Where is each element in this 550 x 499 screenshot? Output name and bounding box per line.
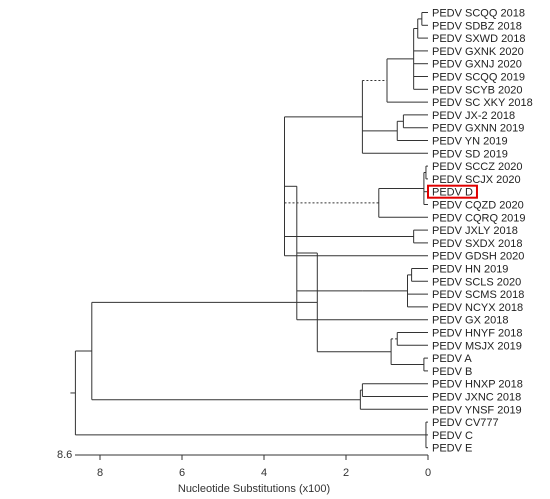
leaf-label: PEDV SCQQ 2018 bbox=[432, 8, 525, 20]
axis-tick-label: 2 bbox=[343, 467, 349, 479]
leaf-label: PEDV SCQQ 2019 bbox=[432, 72, 525, 84]
leaf-label: PEDV A bbox=[432, 353, 472, 365]
leaf-label: PEDV HNYF 2018 bbox=[432, 328, 522, 340]
axis-ticks: 8 6 4 2 0 bbox=[97, 455, 431, 479]
leaf-label: PEDV YN 2019 bbox=[432, 136, 508, 148]
leaf-label: PEDV JXLY 2018 bbox=[432, 225, 518, 237]
leaf-label: PEDV SCCZ 2020 bbox=[432, 161, 522, 173]
leaf-label: PEDV SC XKY 2018 bbox=[432, 97, 533, 109]
highlight-box bbox=[427, 184, 478, 199]
leaf-label: PEDV GDSH 2020 bbox=[432, 251, 524, 263]
axis-tick-label: 6 bbox=[179, 467, 185, 479]
leaf-label: PEDV SXDX 2018 bbox=[432, 238, 523, 250]
tree-branches bbox=[70, 12, 428, 449]
axis-tick-label: 4 bbox=[261, 467, 267, 479]
axis-tick-label: 0 bbox=[425, 467, 431, 479]
leaf-label: PEDV C bbox=[432, 430, 473, 442]
leaf-label: PEDV GXNN 2019 bbox=[432, 123, 524, 135]
leaf-label: PEDV JXNC 2018 bbox=[432, 392, 521, 404]
leaf-label: PEDV B bbox=[432, 366, 472, 378]
leaf-label: PEDV NCYX 2018 bbox=[432, 302, 523, 314]
leaf-label: PEDV E bbox=[432, 443, 472, 455]
leaf-label: PEDV SCJX 2020 bbox=[432, 174, 521, 186]
leaf-label: PEDV MSJX 2019 bbox=[432, 340, 522, 352]
axis-max-label: 8.6 bbox=[57, 449, 72, 461]
leaf-label: PEDV GXNK 2020 bbox=[432, 46, 524, 58]
leaf-label: PEDV GX 2018 bbox=[432, 315, 508, 327]
leaf-label: PEDV D bbox=[432, 187, 473, 199]
leaf-label: PEDV CQRQ 2019 bbox=[432, 212, 526, 224]
leaf-label: PEDV JX-2 2018 bbox=[432, 110, 515, 122]
scale-axis: 8.6 8 6 4 2 0 Nucleotide Substitutions (x100… bbox=[57, 449, 431, 495]
leaf-label: PEDV SCLS 2020 bbox=[432, 276, 521, 288]
leaf-label: PEDV SCYB 2020 bbox=[432, 84, 523, 96]
leaf-label: PEDV SXWD 2018 bbox=[432, 33, 526, 45]
axis-title: Nucleotide Substitutions (x100) bbox=[178, 483, 330, 495]
leaf-label: PEDV HN 2019 bbox=[432, 264, 508, 276]
leaf-label: PEDV SCMS 2018 bbox=[432, 289, 524, 301]
leaf-label: PEDV CQZD 2020 bbox=[432, 200, 524, 212]
leaf-label: PEDV GXNJ 2020 bbox=[432, 59, 522, 71]
leaf-label: PEDV YNSF 2019 bbox=[432, 404, 522, 416]
leaf-label: PEDV HNXP 2018 bbox=[432, 379, 523, 391]
leaf-label: PEDV CV777 bbox=[432, 417, 499, 429]
leaf-label: PEDV SDBZ 2018 bbox=[432, 20, 522, 32]
leaf-label: PEDV SD 2019 bbox=[432, 148, 508, 160]
axis-tick-label: 8 bbox=[97, 467, 103, 479]
